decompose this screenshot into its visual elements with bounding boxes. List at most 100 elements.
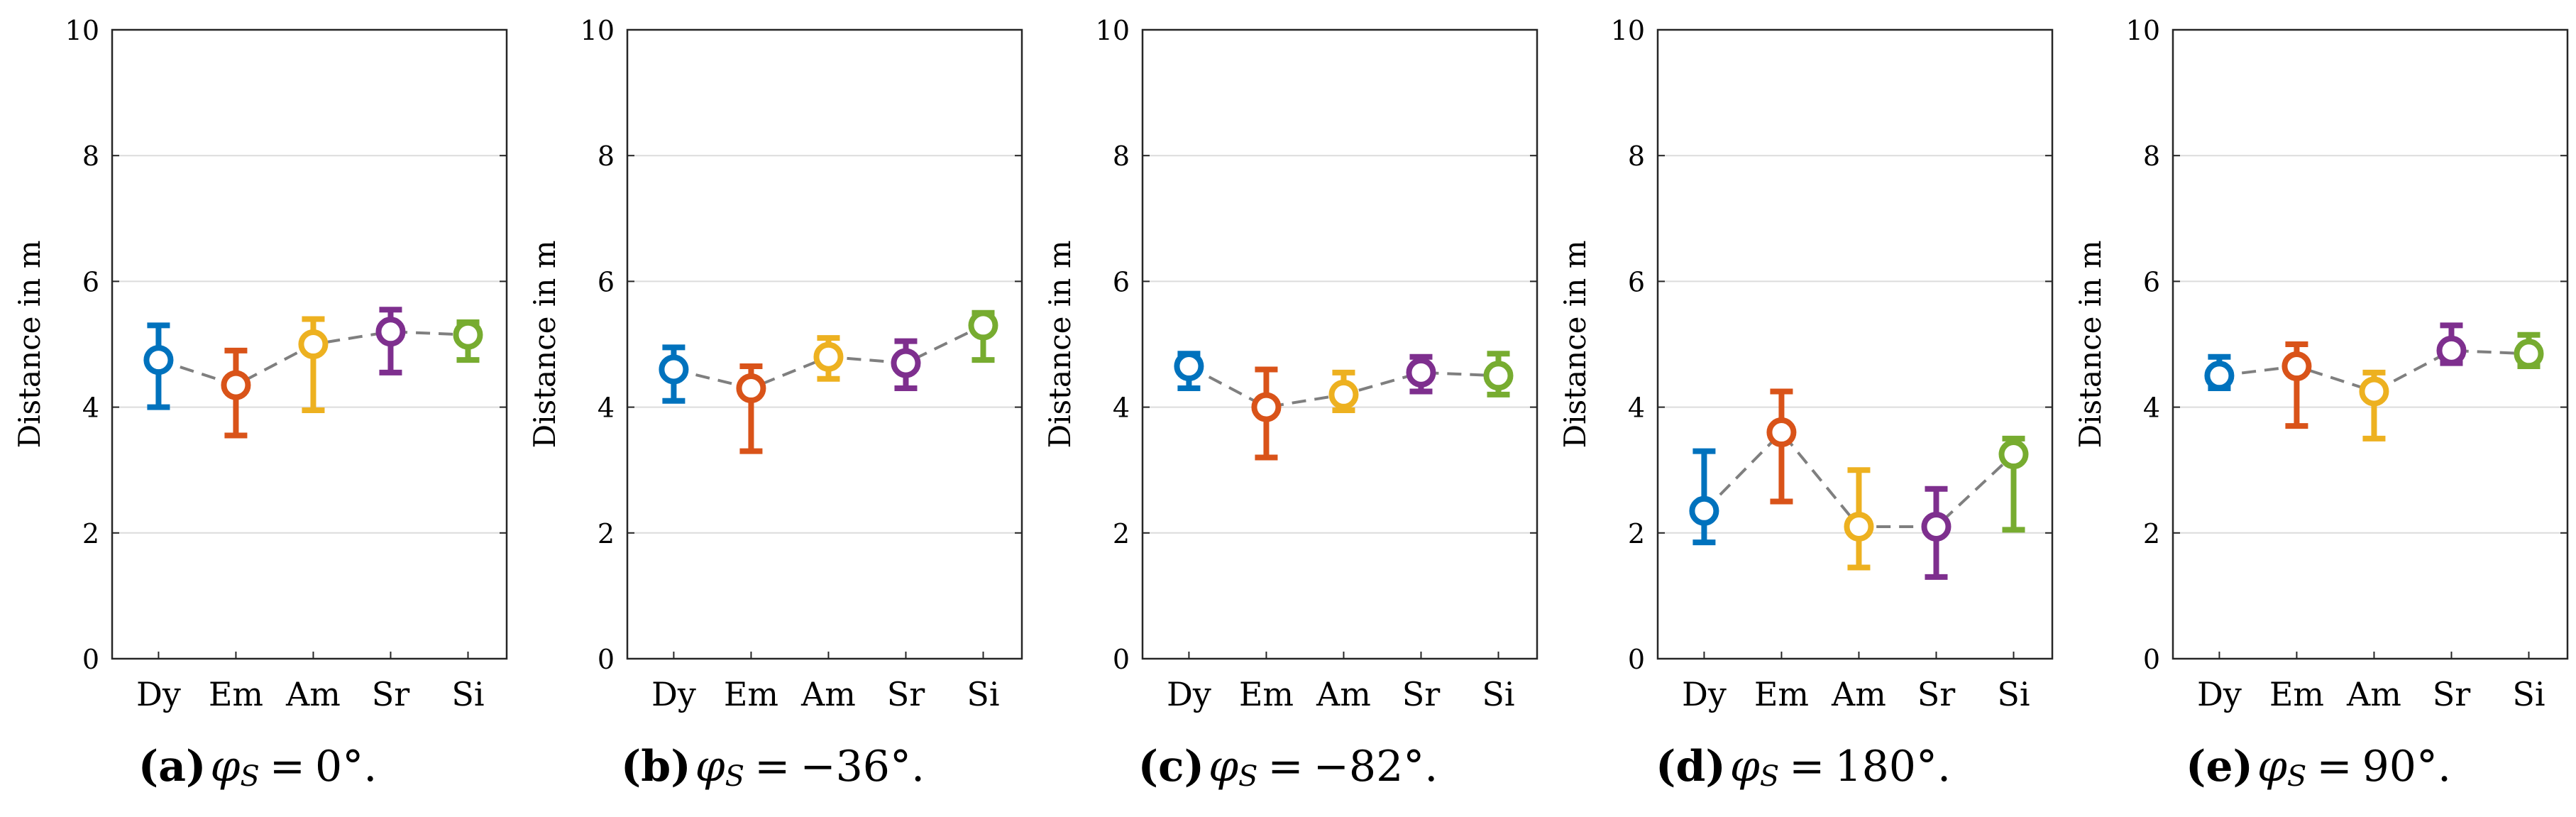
y-axis-label: Distance in m [1558, 240, 1592, 448]
caption-relation: = [269, 742, 306, 791]
x-tick-label: Dy [2197, 675, 2242, 713]
data-point [813, 341, 844, 372]
caption-letter: (c) [1138, 742, 1204, 791]
data-point [1406, 357, 1436, 388]
x-tick-label: Sr [372, 675, 410, 713]
data-point [453, 319, 483, 350]
y-tick-label: 6 [2143, 266, 2160, 297]
x-tick-label: Sr [2433, 675, 2471, 713]
y-tick-label: 4 [1628, 393, 1645, 424]
caption-symbol: φ [2257, 742, 2287, 791]
x-tick-label: Dy [1167, 675, 1211, 713]
y-tick-label: 8 [1628, 141, 1645, 172]
caption-subscript: S [240, 760, 260, 793]
plot-area [2173, 30, 2567, 659]
x-tick-label: Sr [887, 675, 925, 713]
caption-a: (a) φ S = 0°. [0, 735, 515, 799]
data-point [143, 345, 174, 375]
data-point [2204, 361, 2235, 391]
data-point [1766, 417, 1797, 448]
y-tick-label: 0 [2143, 644, 2160, 675]
y-tick-label: 8 [1113, 141, 1130, 172]
panel-c: 0 2 4 6 8 10 Distance in m Dy Em Am Sr Si [1042, 15, 1539, 713]
data-point [1844, 511, 1874, 542]
caption-symbol: φ [210, 742, 241, 791]
data-point [2514, 339, 2544, 369]
caption-letter: (d) [1655, 742, 1726, 791]
caption-value: 90°. [2362, 742, 2452, 791]
caption-subscript: S [1238, 760, 1258, 793]
y-tick-label: 2 [1113, 518, 1130, 549]
data-point [298, 329, 329, 359]
plot-area [1143, 30, 1537, 659]
data-point [1174, 351, 1204, 382]
y-tick-label: 4 [598, 393, 615, 424]
y-tick-label: 2 [82, 518, 99, 549]
data-point [736, 373, 766, 404]
figure-canvas: 0 2 4 6 8 10 Distance in m Dy Em Am Sr Si 0 2 4 6 8 10 Dis… [12, 15, 2569, 713]
x-tick-label: Am [1316, 675, 1371, 713]
data-point [659, 354, 689, 385]
y-axis-label: Distance in m [2073, 240, 2108, 448]
y-tick-label: 10 [65, 15, 99, 46]
caption-relation: = [2316, 742, 2352, 791]
x-tick-label: Em [1754, 675, 1809, 713]
y-tick-label: 4 [1113, 393, 1130, 424]
caption-b: (b) φ S = −36°. [515, 735, 1030, 799]
x-tick-label: Am [2346, 675, 2401, 713]
x-tick-label: Am [285, 675, 341, 713]
caption-letter: (a) [138, 742, 207, 791]
axes-box [626, 28, 1023, 660]
y-tick-label: 8 [82, 141, 99, 172]
y-tick-label: 10 [2126, 15, 2160, 46]
caption-letter: (b) [620, 742, 691, 791]
x-tick-label: Si [967, 675, 999, 713]
caption-relation: = [1267, 742, 1304, 791]
data-point [891, 348, 921, 378]
axes-box [1656, 28, 2054, 660]
y-tick-label: 0 [1113, 644, 1130, 675]
caption-relation: = [1789, 742, 1825, 791]
y-tick-label: 6 [82, 266, 99, 297]
x-tick-label: Si [2512, 675, 2545, 713]
y-tick-label: 6 [598, 266, 615, 297]
panel-a: 0 2 4 6 8 10 Distance in m Dy Em Am Sr Si [12, 15, 508, 713]
data-point [1328, 379, 1359, 410]
y-tick-label: 0 [82, 644, 99, 675]
y-tick-label: 10 [1611, 15, 1645, 46]
data-point [1998, 439, 2029, 470]
panel-b: 0 2 4 6 8 10 Distance in m Dy Em Am Sr Si [527, 15, 1023, 713]
data-point [221, 370, 251, 400]
axes-box [2172, 28, 2569, 660]
y-tick-label: 6 [1113, 266, 1130, 297]
caption-value: 0°. [315, 742, 378, 791]
x-tick-label: Sr [1402, 675, 1441, 713]
y-axis-label: Distance in m [1042, 240, 1077, 448]
x-tick-label: Si [1997, 675, 2030, 713]
caption-d: (d) φ S = 180°. [1546, 735, 2061, 799]
y-tick-label: 0 [1628, 644, 1645, 675]
caption-symbol: φ [1729, 742, 1760, 791]
x-tick-label: Dy [1682, 675, 1727, 713]
data-point [2436, 335, 2467, 366]
x-tick-label: Em [724, 675, 778, 713]
panel-e: 0 2 4 6 8 10 Distance in m Dy Em Am Sr Si [2073, 15, 2569, 713]
caption-subscript: S [725, 760, 745, 793]
x-tick-label: Si [1482, 675, 1514, 713]
data-point [1483, 361, 1514, 391]
y-tick-label: 6 [1628, 266, 1645, 297]
x-tick-label: Em [2269, 675, 2324, 713]
y-tick-label: 0 [598, 644, 615, 675]
caption-subscript: S [1759, 760, 1780, 793]
caption-value: −36°. [800, 742, 925, 791]
caption-letter: (e) [2185, 742, 2253, 791]
caption-e: (e) φ S = 90°. [2061, 735, 2576, 799]
data-point [2281, 351, 2312, 382]
data-point [968, 310, 998, 341]
caption-c: (c) φ S = −82°. [1030, 735, 1546, 799]
axes-box [111, 28, 508, 660]
data-point [375, 317, 406, 347]
y-tick-label: 2 [2143, 518, 2160, 549]
y-axis-label: Distance in m [12, 240, 47, 448]
